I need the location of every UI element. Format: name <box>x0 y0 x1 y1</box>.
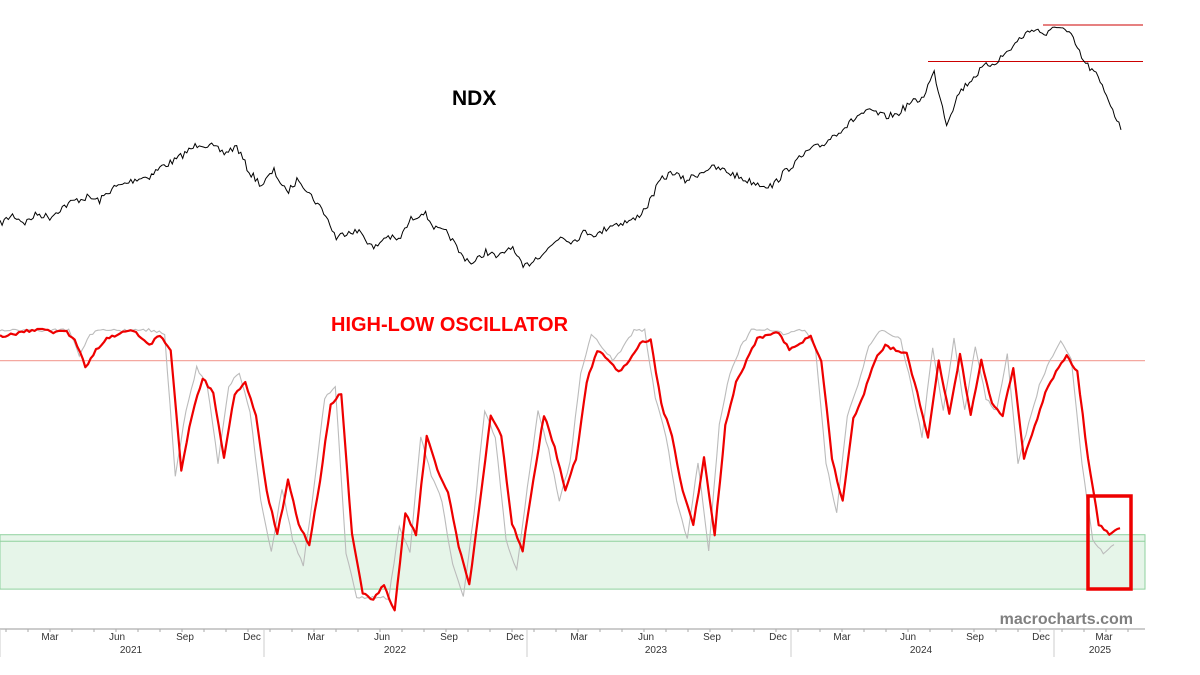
x-tick-year: 2022 <box>384 645 407 656</box>
x-tick-month: Mar <box>570 632 588 643</box>
x-tick-month: Sep <box>703 632 721 643</box>
x-tick-month: Dec <box>769 632 787 643</box>
x-tick-month: Sep <box>966 632 984 643</box>
ndx-price-line <box>0 26 1122 269</box>
x-tick-month: Dec <box>1032 632 1050 643</box>
ndx-title: NDX <box>452 87 496 110</box>
x-tick-month: Jun <box>900 632 916 643</box>
x-tick-year: 2023 <box>645 645 668 656</box>
x-tick-month: Sep <box>176 632 194 643</box>
x-tick-month: Mar <box>41 632 59 643</box>
x-axis: Mar Jun Sep Dec Mar Jun Sep Dec Mar Jun Sep Dec Mar J… <box>0 629 1129 657</box>
oscillator-shadow-line <box>0 327 1115 600</box>
x-tick-month: Mar <box>307 632 325 643</box>
highlight-box <box>1086 494 1133 591</box>
x-tick-month: Jun <box>374 632 390 643</box>
watermark: macrocharts.com <box>1000 611 1133 628</box>
oscillator-title: HIGH-LOW OSCILLATOR <box>331 314 569 336</box>
x-tick-year: 2025 <box>1089 645 1112 656</box>
oscillator-line <box>0 327 1121 612</box>
x-tick-year: 2021 <box>120 645 143 656</box>
x-tick-year: 2024 <box>910 645 933 656</box>
x-tick-month: Jun <box>109 632 125 643</box>
x-tick-month: Sep <box>440 632 458 643</box>
oversold-zone <box>0 534 1146 590</box>
x-tick-month: Dec <box>243 632 261 643</box>
x-tick-month: Mar <box>833 632 851 643</box>
x-tick-month: Mar <box>1095 632 1113 643</box>
x-tick-month: Dec <box>506 632 524 643</box>
x-tick-month: Jun <box>638 632 654 643</box>
